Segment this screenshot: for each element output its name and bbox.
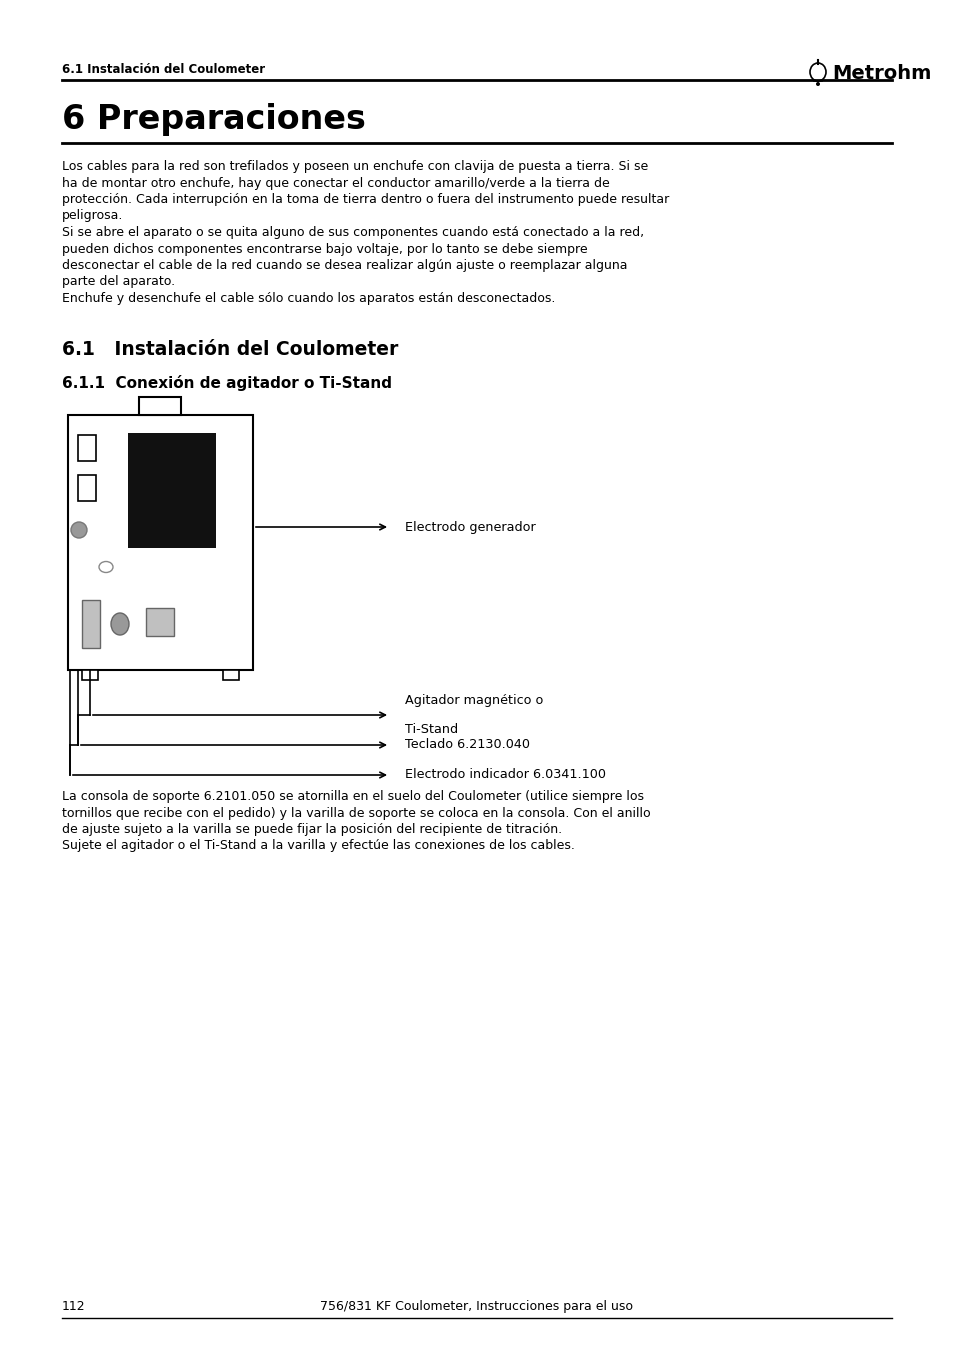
Text: Ti-Stand: Ti-Stand: [405, 723, 457, 736]
Text: Si se abre el aparato o se quita alguno de sus componentes cuando está conectado: Si se abre el aparato o se quita alguno …: [62, 226, 643, 239]
Text: 6.1   Instalación del Coulometer: 6.1 Instalación del Coulometer: [62, 340, 398, 359]
Text: peligrosa.: peligrosa.: [62, 209, 123, 223]
Ellipse shape: [111, 613, 129, 635]
Text: 6.1 Instalación del Coulometer: 6.1 Instalación del Coulometer: [62, 63, 265, 76]
Text: Enchufe y desenchufe el cable sólo cuando los aparatos están desconectados.: Enchufe y desenchufe el cable sólo cuand…: [62, 292, 555, 305]
Text: 756/831 KF Coulometer, Instrucciones para el uso: 756/831 KF Coulometer, Instrucciones par…: [320, 1300, 633, 1313]
Ellipse shape: [815, 82, 820, 86]
Text: protección. Cada interrupción en la toma de tierra dentro o fuera del instrument: protección. Cada interrupción en la toma…: [62, 193, 669, 205]
Text: La consola de soporte 6.2101.050 se atornilla en el suelo del Coulometer (utilic: La consola de soporte 6.2101.050 se ator…: [62, 790, 643, 802]
Text: Agitador magnético o: Agitador magnético o: [405, 694, 543, 707]
Bar: [128, 434, 215, 549]
Ellipse shape: [71, 521, 87, 538]
Bar: [82, 670, 98, 680]
Bar: [78, 476, 96, 501]
Text: Metrohm: Metrohm: [831, 63, 930, 82]
Bar: [78, 435, 96, 461]
Text: de ajuste sujeto a la varilla se puede fijar la posición del recipiente de titra: de ajuste sujeto a la varilla se puede f…: [62, 823, 561, 836]
Bar: [139, 397, 181, 415]
Text: 6.1.1  Conexión de agitador o Ti-Stand: 6.1.1 Conexión de agitador o Ti-Stand: [62, 376, 392, 390]
Bar: [223, 670, 239, 680]
Bar: [146, 608, 173, 636]
Text: ha de montar otro enchufe, hay que conectar el conductor amarillo/verde a la tie: ha de montar otro enchufe, hay que conec…: [62, 177, 609, 189]
Ellipse shape: [99, 562, 112, 573]
Text: 6 Preparaciones: 6 Preparaciones: [62, 103, 366, 136]
Ellipse shape: [809, 63, 825, 81]
Text: Los cables para la red son trefilados y poseen un enchufe con clavija de puesta : Los cables para la red son trefilados y …: [62, 159, 648, 173]
Text: Electrodo indicador 6.0341.100: Electrodo indicador 6.0341.100: [405, 769, 605, 781]
Text: parte del aparato.: parte del aparato.: [62, 276, 175, 289]
Text: 112: 112: [62, 1300, 86, 1313]
Text: tornillos que recibe con el pedido) y la varilla de soporte se coloca en la cons: tornillos que recibe con el pedido) y la…: [62, 807, 650, 820]
Text: pueden dichos componentes encontrarse bajo voltaje, por lo tanto se debe siempre: pueden dichos componentes encontrarse ba…: [62, 242, 587, 255]
Text: Teclado 6.2130.040: Teclado 6.2130.040: [405, 739, 530, 751]
Text: desconectar el cable de la red cuando se desea realizar algún ajuste o reemplaza: desconectar el cable de la red cuando se…: [62, 259, 627, 272]
Bar: [82, 600, 100, 648]
Text: Electrodo generador: Electrodo generador: [405, 520, 536, 534]
Bar: [68, 415, 253, 670]
Text: Sujete el agitador o el Ti-Stand a la varilla y efectúe las conexiones de los ca: Sujete el agitador o el Ti-Stand a la va…: [62, 839, 575, 852]
